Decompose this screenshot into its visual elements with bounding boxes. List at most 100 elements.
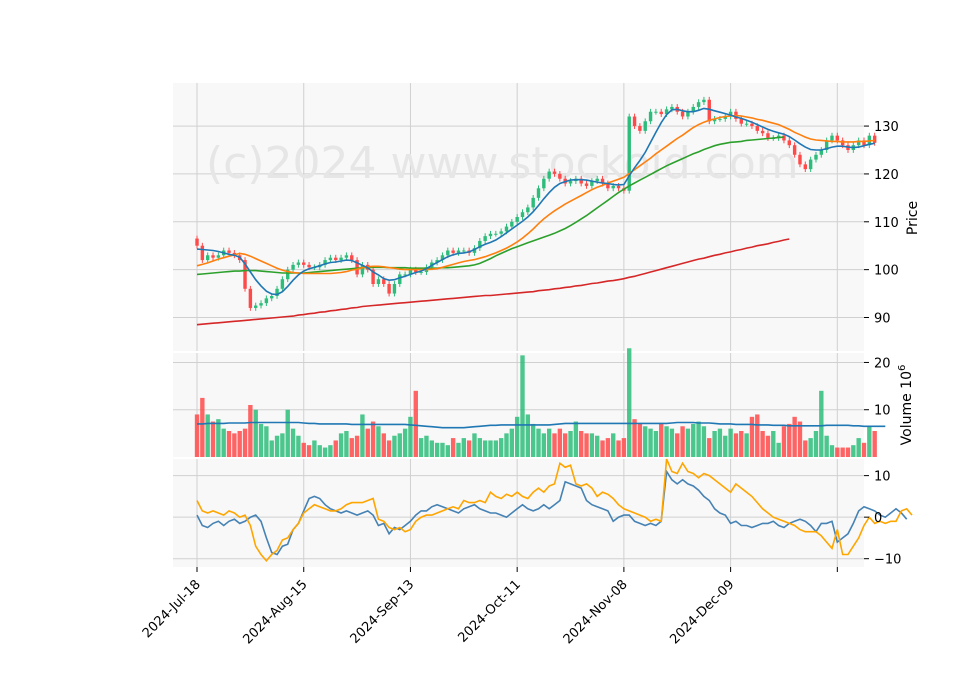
candle-body [803, 164, 808, 170]
candle-body [707, 99, 711, 122]
volume-bar [643, 426, 648, 457]
volume-bar [354, 435, 360, 457]
volume-bar [867, 426, 872, 457]
volume-bar [691, 423, 696, 457]
oscillator-tick-label: −10 [874, 553, 901, 568]
volume-bar [360, 414, 365, 457]
volume-bar [216, 419, 221, 457]
volume-bar [498, 438, 504, 457]
candle-body [584, 183, 589, 186]
volume-bar [568, 431, 573, 457]
candle-body [403, 274, 407, 276]
volume-bar [264, 426, 269, 457]
volume-bar [248, 405, 253, 457]
candle-body [248, 288, 253, 308]
candle-body [360, 264, 365, 275]
volume-bar [520, 355, 525, 457]
candle-body [606, 183, 610, 189]
candle-body [414, 269, 418, 273]
volume-bar [344, 431, 349, 457]
volume-bar [579, 431, 584, 457]
candle-body [398, 274, 402, 284]
volume-bar [328, 445, 333, 457]
oscillator-panel-background [173, 459, 864, 567]
volume-bar [285, 409, 290, 457]
candle-body [472, 248, 477, 253]
watermark: (c)2024 www.stockoid.com [206, 138, 799, 189]
candle-body [462, 250, 466, 252]
candle-body [510, 221, 514, 227]
candle-body [750, 123, 754, 127]
candle-body [280, 279, 285, 289]
volume-bar [434, 442, 440, 457]
volume-bar [418, 438, 424, 457]
candle-body [526, 207, 530, 213]
volume-bar [205, 414, 210, 457]
candle-body [739, 118, 743, 124]
candle-body [744, 123, 749, 125]
volume-bar [861, 442, 867, 457]
candle-body [648, 111, 653, 122]
volume-bar [194, 414, 200, 457]
volume-bar [280, 433, 285, 457]
candle-body [728, 111, 733, 117]
x-tick-label: 2024-Oct-11 [456, 577, 524, 645]
candle-body [435, 260, 439, 263]
oscillator-lines [196, 458, 913, 563]
price-tick-label: 110 [874, 216, 899, 231]
candle-body [259, 303, 263, 306]
candle-body [718, 118, 722, 120]
volume-bar [776, 442, 781, 457]
candle-body [766, 133, 770, 139]
osc_a-line [196, 469, 908, 556]
volume-bar [840, 447, 845, 457]
volume-bar [322, 447, 328, 457]
volume-bar [584, 433, 589, 457]
volume-bar [488, 440, 493, 457]
candle-body [558, 173, 562, 179]
volume-bar [669, 428, 675, 457]
volume-bar [440, 442, 445, 457]
volume-bar [664, 426, 669, 457]
candle-body [499, 231, 503, 234]
volume-bar [536, 428, 541, 457]
volume-bar [237, 431, 242, 457]
volume-bar [232, 433, 237, 457]
candle-body [654, 111, 658, 113]
volume-bar [824, 435, 829, 457]
volume-bar [557, 428, 563, 457]
candle-body [835, 135, 840, 141]
candle-body [579, 178, 583, 184]
volume-bar [333, 440, 338, 457]
candle-body [627, 116, 631, 191]
volume-bars [194, 348, 877, 457]
volume-bar [482, 440, 488, 457]
candle-body [664, 109, 669, 115]
volume-bar [600, 440, 605, 457]
volume-bar [632, 419, 637, 457]
volume-bar [466, 440, 472, 457]
candle-body [494, 233, 498, 235]
price-y-ticks: 90 100 110 120 130 [864, 120, 899, 327]
candle-body [408, 269, 413, 275]
volume-bar [472, 433, 477, 457]
candle-body [536, 188, 541, 198]
osc_b-line [196, 458, 913, 563]
volume-bar [541, 433, 547, 457]
price-panel: (c)2024 www.stockoid.com 90100110120130 … [173, 83, 921, 351]
volume-bar [744, 433, 749, 457]
volume-bar [429, 440, 434, 457]
candle-body [296, 262, 301, 265]
volume-bar [760, 431, 765, 457]
volume-bar [856, 438, 861, 457]
volume-bar [210, 421, 216, 457]
candle-body [792, 145, 797, 155]
price-tick-label: 130 [874, 120, 899, 135]
ma-short-line [196, 107, 875, 296]
candle-body [446, 250, 450, 256]
volume-bar [728, 428, 733, 457]
volume-bar [563, 433, 568, 457]
volume-bar [749, 416, 755, 457]
candle-body [686, 111, 690, 117]
volume-bar [392, 435, 397, 457]
